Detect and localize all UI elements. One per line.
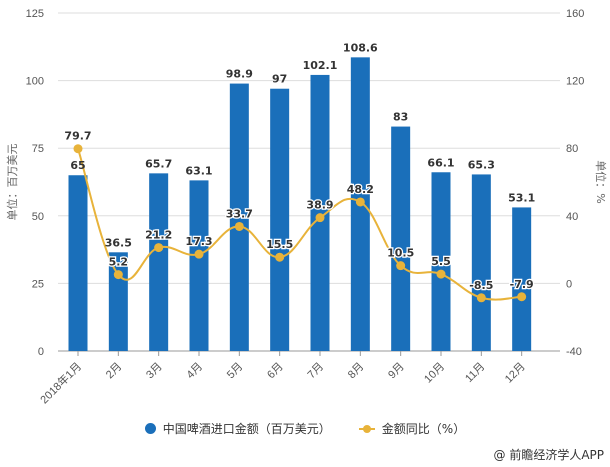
line-point (113, 270, 123, 280)
line-value-label: 33.7 (226, 207, 253, 220)
left-axis-label: 单位：百万美元 (5, 144, 19, 221)
x-tick-label: 4月 (185, 361, 206, 382)
line-value-label: 48.2 (347, 183, 374, 196)
left-axis-ticks: 0 25 50 75 100 125 (26, 8, 44, 358)
bar-value-label: 65.3 (468, 158, 495, 171)
bar-value-label: 65.7 (145, 157, 172, 170)
legend-bar-marker-icon (144, 423, 156, 434)
legend-item-line[interactable]: 金额同比（%） (358, 420, 466, 437)
bar (310, 74, 330, 351)
line-point (275, 252, 285, 262)
bar-series (68, 57, 532, 352)
x-tick-label: 3月 (144, 361, 165, 382)
data-labels: 65 36.5 65.7 63.1 98.9 97 102.1 108.6 83 66.1 65.3… (63, 41, 535, 293)
bar-value-label: 108.6 (343, 41, 378, 54)
bar (108, 252, 128, 351)
bar-value-label: 63.1 (185, 164, 212, 177)
bar-value-label: 98.9 (226, 68, 253, 81)
bar (270, 88, 290, 351)
bar-value-label: 66.1 (427, 156, 454, 169)
line-point (234, 221, 244, 231)
line-point (154, 243, 164, 253)
bar-value-label: 83 (393, 111, 408, 124)
legend-line-marker-icon (358, 424, 375, 433)
line-value-label: -8.5 (469, 279, 493, 292)
line-point (436, 269, 446, 279)
line-value-label: 21.2 (145, 229, 172, 242)
bar-value-label: 102.1 (303, 59, 338, 72)
right-tick-label: 80 (566, 143, 578, 155)
x-axis-ticks: 2018年1月 2月 3月 4月 5月 6月 7月 8月 9月 10月 11月 12月 (37, 351, 528, 406)
x-tick-label: 11月 (463, 361, 487, 385)
line-point (476, 293, 486, 303)
combo-chart: 0 25 50 75 100 125 -40 0 40 80 120 160 2018年1月 2月 3月… (5, 8, 608, 406)
right-tick-label: 120 (566, 76, 584, 88)
x-tick-label: 7月 (306, 361, 327, 382)
legend-line-label: 金额同比（%） (381, 422, 466, 436)
bar (189, 180, 209, 351)
line-value-label: 5.5 (431, 255, 451, 268)
line-point (396, 261, 406, 271)
bar-value-label: 97 (272, 73, 287, 86)
line-value-label: 10.5 (387, 247, 414, 260)
right-tick-label: -40 (566, 346, 582, 358)
right-axis-ticks: -40 0 40 80 120 160 (566, 8, 584, 358)
x-tick-label: 10月 (422, 361, 447, 386)
line-value-label: 17.3 (185, 235, 212, 248)
bar-value-label: 36.5 (105, 236, 132, 249)
right-tick-label: 160 (566, 8, 584, 20)
line-point (355, 197, 365, 207)
legend-item-bar[interactable]: 中国啤酒进口金额（百万美元） (144, 420, 331, 437)
bar (149, 173, 169, 351)
left-tick-label: 100 (26, 76, 44, 88)
x-tick-label: 9月 (386, 361, 407, 382)
line-value-label: 5.2 (109, 256, 129, 269)
bar (229, 83, 249, 351)
line-point (517, 292, 527, 302)
left-tick-label: 0 (38, 346, 44, 358)
line-value-label: 15.5 (266, 238, 293, 251)
bar (68, 175, 88, 351)
legend-bar-label: 中国啤酒进口金额（百万美元） (162, 422, 331, 436)
left-tick-label: 50 (32, 211, 44, 223)
x-tick-label: 6月 (265, 361, 286, 382)
line-path (77, 148, 522, 301)
right-tick-label: 40 (566, 211, 578, 223)
right-axis-label: 单位：% (594, 160, 608, 203)
source-credit: @ 前瞻经济学人APP (493, 448, 605, 462)
legend: 中国啤酒进口金额（百万美元） 金额同比（%） (0, 420, 610, 437)
line-value-label: 79.7 (64, 130, 91, 143)
right-tick-label: 0 (566, 278, 572, 290)
bar-value-label: 65 (70, 159, 85, 172)
x-tick-label: 2月 (104, 361, 125, 382)
x-tick-label: 8月 (346, 361, 367, 382)
bar (512, 207, 532, 351)
x-tick-label: 12月 (503, 361, 528, 386)
line-value-label: 38.9 (306, 199, 333, 212)
line-point (315, 213, 325, 223)
line-value-label: -7.9 (510, 278, 534, 291)
left-tick-label: 25 (32, 278, 44, 290)
x-tick-label: 5月 (225, 361, 246, 382)
bar-value-label: 53.1 (508, 191, 535, 204)
bar (391, 126, 411, 352)
left-tick-label: 75 (32, 143, 44, 155)
bar (471, 174, 491, 351)
line-point (194, 249, 204, 259)
line-point (73, 144, 83, 154)
line-series (73, 144, 527, 303)
x-tick-label: 2018年1月 (37, 359, 84, 406)
bar (431, 172, 451, 351)
left-tick-label: 125 (26, 8, 44, 20)
